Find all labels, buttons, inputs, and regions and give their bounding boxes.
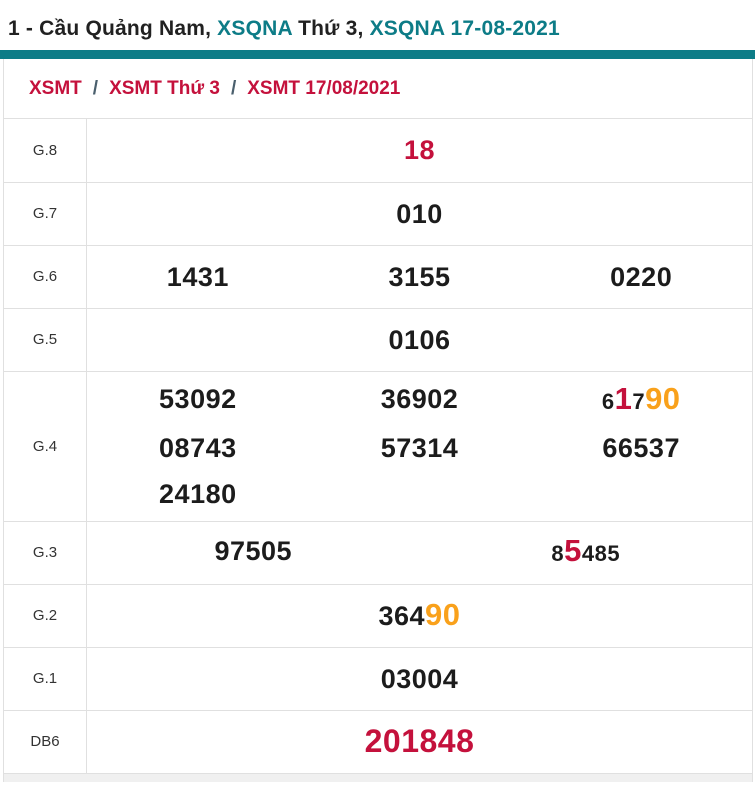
prize-value: 03004	[87, 656, 752, 702]
prize-label: G.7	[4, 181, 87, 245]
prize-values: 010	[86, 181, 752, 245]
prize-value	[309, 471, 531, 517]
prize-value: 24180	[87, 471, 309, 517]
prize-values: 03004	[86, 646, 752, 710]
prize-label: G.3	[4, 520, 87, 584]
table-row: G.8 18	[4, 119, 752, 182]
digit-segment: 364	[378, 601, 426, 631]
prize-value: 97505	[87, 528, 420, 577]
value-line: 97505 85485	[87, 528, 752, 577]
prize-values: 53092 36902 61790 08743 57314 66537 24180	[86, 370, 752, 521]
page-title-segment: XSQNA 17-08-2021	[369, 17, 560, 40]
next-section-strip	[3, 774, 753, 782]
digit-segment: 7	[632, 388, 646, 414]
digit-segment: 53092	[159, 383, 237, 414]
breadcrumb-separator: /	[92, 77, 99, 99]
digit-segment: 36902	[380, 383, 459, 414]
prize-values: 36490	[86, 583, 752, 647]
prize-label: G.4	[4, 370, 87, 521]
table-row: G.5 0106	[4, 307, 752, 371]
digit-segment: 1	[614, 380, 633, 416]
breadcrumb-link[interactable]: XSMT Thứ 3	[109, 77, 220, 99]
prize-value: 85485	[420, 528, 753, 577]
prize-label: G.8	[4, 119, 87, 182]
digit-segment: 1431	[166, 261, 229, 292]
digit-segment: 201848	[364, 722, 475, 759]
prize-value	[530, 471, 752, 517]
digit-segment: 0220	[610, 261, 673, 292]
prize-values: 0106	[86, 307, 752, 371]
digit-segment: 0106	[388, 324, 451, 355]
prize-label: G.1	[4, 646, 87, 710]
prize-value: 010	[87, 191, 752, 237]
value-line: 08743 57314 66537	[87, 425, 752, 471]
prize-label: DB6	[4, 709, 87, 773]
prize-value: 36902	[309, 376, 531, 425]
page-title: 1 - Cầu Quảng Nam, XSQNA Thứ 3, XSQNA 17…	[0, 0, 755, 50]
table-row: DB6 201848	[4, 709, 752, 773]
prize-value: 1431	[87, 254, 309, 300]
page-title-segment: 1 - Cầu Quảng Nam,	[8, 17, 218, 40]
prize-value: 57314	[309, 425, 531, 471]
results-table-body: G.8 18 G.7 010 G.6 1431 3155 0220 G.5 0106 G.4 5309…	[4, 119, 752, 773]
digit-segment: 24180	[159, 478, 237, 509]
digit-segment: 90	[645, 380, 681, 416]
table-row: G.3 97505 85485	[4, 520, 752, 584]
digit-segment: 6	[601, 388, 615, 414]
results-table: G.8 18 G.7 010 G.6 1431 3155 0220 G.5 0106 G.4 5309…	[4, 119, 752, 773]
digit-segment: 5	[564, 533, 582, 568]
prize-value: 53092	[87, 376, 309, 425]
prize-value: 18	[87, 127, 752, 173]
prize-value: 3155	[309, 254, 531, 300]
digit-segment: 08743	[159, 432, 237, 463]
results-container: XSMT / XSMT Thứ 3/XSMT 17/08/2021 G.8 18 G.7…	[3, 59, 753, 774]
prize-value: 0220	[530, 254, 752, 300]
value-line: 0106	[87, 317, 752, 363]
prize-label: G.5	[4, 307, 87, 371]
page-title-segment: Thứ 3,	[292, 17, 370, 40]
table-row: G.4 53092 36902 61790 08743 57314 66537 24180	[4, 370, 752, 521]
prize-values: 201848	[86, 709, 752, 773]
prize-value: 0106	[87, 317, 752, 363]
digit-segment: 8	[551, 541, 565, 566]
digit-segment: 010	[396, 198, 443, 229]
breadcrumb-link[interactable]: XSMT	[29, 77, 82, 99]
breadcrumb-separator: /	[230, 77, 237, 99]
accent-bar	[0, 50, 755, 59]
breadcrumb: XSMT / XSMT Thứ 3 / XSMT 17/08/2021	[4, 59, 752, 119]
value-line: 010	[87, 191, 752, 237]
table-row: G.6 1431 3155 0220	[4, 244, 752, 308]
digit-segment: 90	[425, 597, 461, 632]
prize-value: 08743	[87, 425, 309, 471]
value-line: 201848	[87, 718, 752, 766]
value-line: 24180	[87, 471, 752, 517]
digit-segment: 03004	[380, 663, 459, 694]
value-line: 36490	[87, 592, 752, 639]
value-line: 53092 36902 61790	[87, 376, 752, 425]
digit-segment: 66537	[602, 432, 680, 463]
digit-segment: 3155	[388, 261, 451, 292]
prize-value: 201848	[87, 718, 752, 766]
digit-segment: 57314	[380, 432, 459, 463]
prize-values: 1431 3155 0220	[86, 244, 752, 308]
prize-values: 18	[87, 119, 753, 182]
prize-label: G.2	[4, 583, 87, 647]
value-line: 1431 3155 0220	[87, 254, 752, 300]
prize-value: 36490	[87, 592, 752, 639]
page-title-segment: XSQNA	[217, 17, 293, 40]
digit-segment: 485	[581, 541, 621, 566]
table-row: G.7 010	[4, 181, 752, 245]
digit-segment: 18	[403, 135, 436, 166]
breadcrumb-link[interactable]: XSMT 17/08/2021	[247, 77, 401, 99]
prize-label: G.6	[4, 244, 87, 308]
table-row: G.1 03004	[4, 646, 752, 710]
value-line: 18	[87, 127, 752, 173]
prize-value: 66537	[530, 425, 752, 471]
prize-values: 97505 85485	[86, 520, 752, 584]
value-line: 03004	[87, 656, 752, 702]
prize-value: 61790	[530, 376, 752, 425]
table-row: G.2 36490	[4, 583, 752, 647]
digit-segment: 97505	[214, 536, 293, 566]
